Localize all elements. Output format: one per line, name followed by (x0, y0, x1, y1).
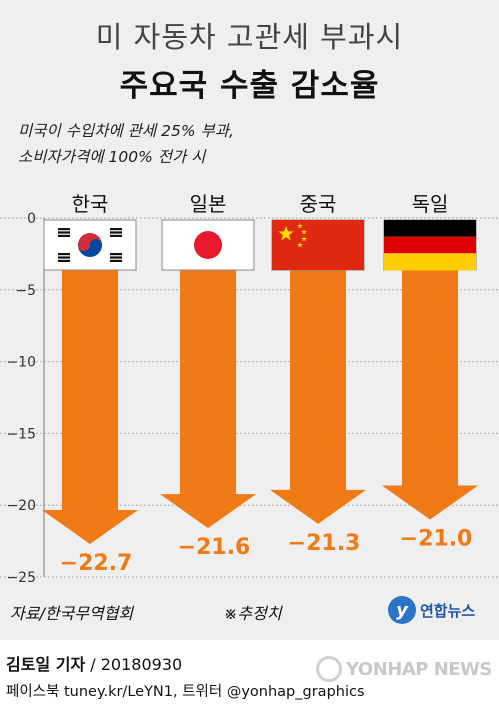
social-links: 페이스북 tuney.kr/LeYN1, 트위터 @yonhap_graphic… (6, 684, 365, 700)
y-tick-label: −25 (6, 570, 36, 586)
country-label: 한국 (72, 192, 109, 216)
watermark: YONHAP NEWS (316, 656, 492, 682)
country-label: 일본 (190, 192, 227, 216)
value-label: −21.3 (288, 531, 361, 556)
estimate-note: ※추정치 (224, 604, 282, 623)
y-tick-label: −5 (15, 283, 36, 299)
chart-svg: 0 −5 −10 −15 −20 −25 한국 −22.7 일본 −21.6 중국 −21.3 독일 −2… (0, 192, 499, 586)
watermark-icon (316, 656, 342, 682)
bar-arrow (42, 270, 138, 544)
chart-title-line2: 주요국 수출 감소율 (119, 68, 380, 104)
reporter-line: 김토일 기자 / 20180930 (6, 651, 182, 675)
germany-flag (383, 219, 477, 271)
watermark-text: YONHAP NEWS (346, 658, 492, 680)
y-tick-label: −15 (6, 426, 36, 442)
yonhap-logo: y 연합뉴스 (388, 596, 475, 624)
value-label: −21.6 (178, 535, 251, 560)
bar-arrow (270, 270, 366, 524)
yonhap-logo-icon: y (388, 596, 416, 624)
chart-note: 미국이 수입차에 관세 25% 부과, 소비자가격에 100% 전가 시 (18, 122, 234, 166)
chart-title-line1: 미 자동차 고관세 부과시 (95, 20, 404, 54)
china-flag (271, 219, 365, 271)
country-label: 중국 (300, 192, 337, 216)
japan-flag (161, 219, 255, 271)
y-tick-label: 0 (27, 211, 36, 227)
reporter-name: 김토일 기자 (6, 655, 86, 674)
bar-arrow (160, 270, 256, 529)
yonhap-logo-text: 연합뉴스 (420, 601, 476, 620)
value-label: −22.7 (60, 551, 133, 576)
value-label: −21.0 (400, 527, 473, 552)
country-label: 독일 (412, 192, 449, 216)
y-tick-label: −20 (6, 498, 36, 514)
source-text: 자료/한국무역협회 (10, 604, 134, 623)
bar-arrow (382, 270, 478, 520)
south-korea-flag (43, 219, 137, 271)
reporter-date: / 20180930 (85, 655, 183, 674)
y-tick-label: −10 (6, 355, 36, 371)
